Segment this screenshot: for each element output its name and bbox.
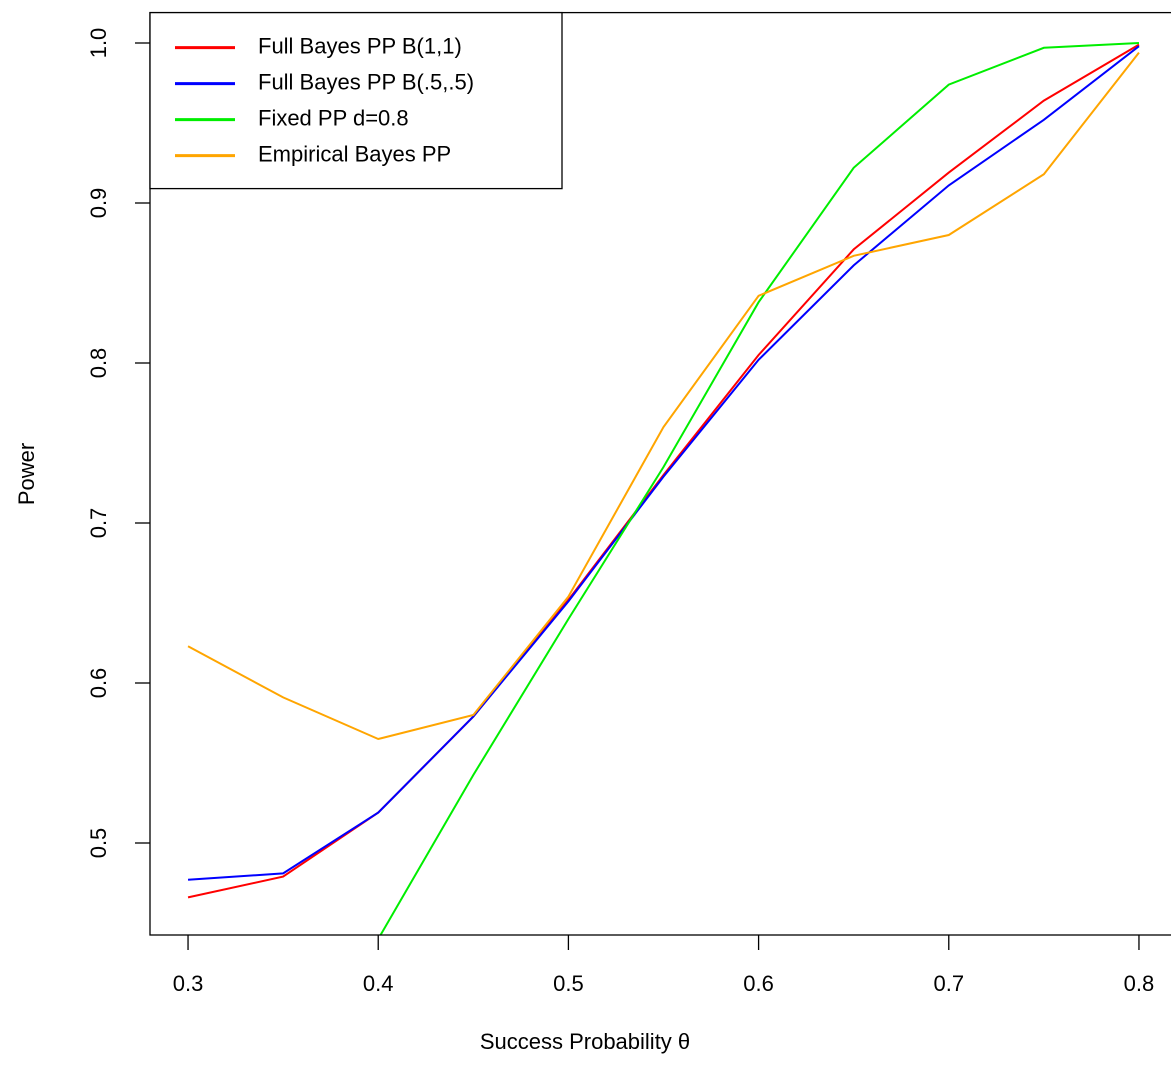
y-tick-label: 1.0 <box>86 28 111 59</box>
x-tick-label: 0.4 <box>363 971 394 996</box>
x-tick-label: 0.7 <box>933 971 964 996</box>
series-line <box>187 51 1140 741</box>
y-tick-label: 0.7 <box>86 508 111 539</box>
x-tick-label: 0.5 <box>553 971 584 996</box>
x-tick-label: 0.3 <box>173 971 204 996</box>
legend-box <box>149 11 563 190</box>
plot-frame <box>149 11 1171 936</box>
legend-label: Full Bayes PP B(1,1) <box>258 33 462 58</box>
y-tick-label: 0.9 <box>86 188 111 219</box>
y-tick-label: 0.8 <box>86 348 111 379</box>
legend-label: Fixed PP d=0.8 <box>258 105 409 130</box>
series-line <box>379 42 1140 935</box>
plot-area <box>187 42 1140 935</box>
x-tick-label: 0.6 <box>743 971 774 996</box>
x-tick-label: 0.8 <box>1124 971 1155 996</box>
legend-label: Full Bayes PP B(.5,.5) <box>258 69 474 94</box>
y-tick-label: 0.5 <box>86 828 111 859</box>
series-line <box>187 45 1140 881</box>
legend-label: Empirical Bayes PP <box>258 141 451 166</box>
y-tick-label: 0.6 <box>86 668 111 699</box>
y-axis-label: Power <box>14 443 39 505</box>
x-axis-label: Success Probability θ <box>480 1029 690 1054</box>
